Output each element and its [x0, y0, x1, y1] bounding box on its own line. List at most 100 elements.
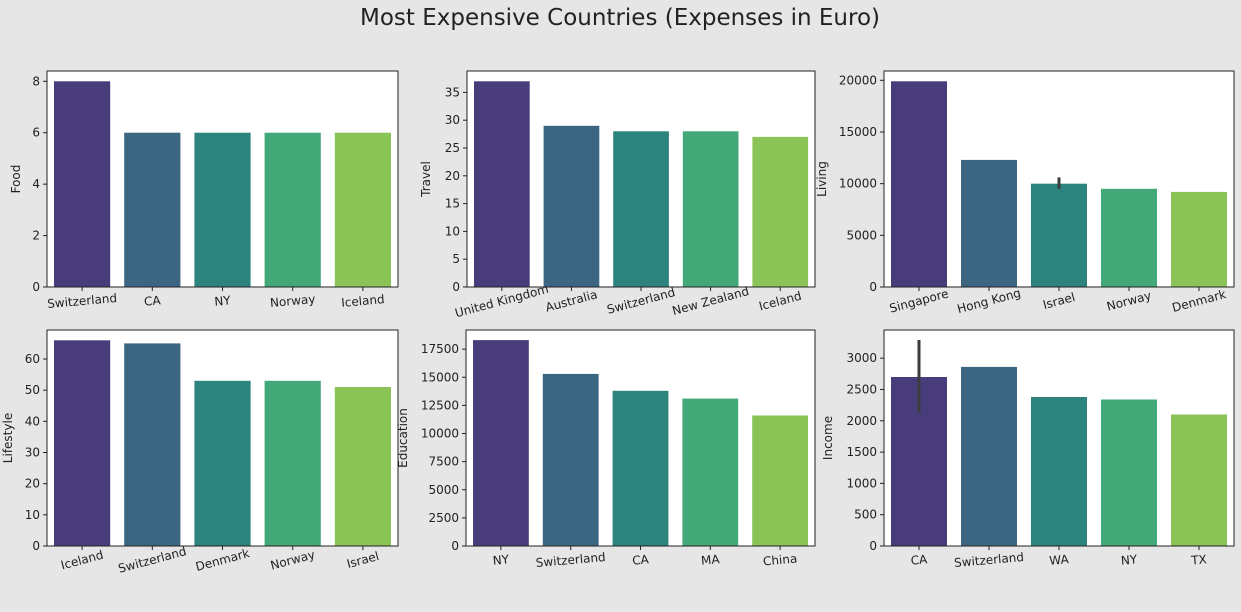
y-axis-label: Food	[9, 165, 23, 194]
axes-frame	[466, 70, 816, 288]
y-tick-label: 40	[25, 414, 40, 428]
y-tick-label: 12500	[421, 398, 459, 412]
x-tick-label: Iceland	[757, 289, 803, 314]
bar	[124, 132, 181, 287]
bar	[1101, 399, 1157, 546]
y-axis-label: Lifestyle	[1, 413, 15, 463]
y-tick-label: 0	[869, 280, 877, 294]
chart-panel-food: Switzerland CA NY Norway Iceland 0 2 4 6 8 Food	[9, 70, 399, 311]
x-tick-label: TX	[1190, 552, 1208, 567]
y-tick-label: 8	[32, 74, 40, 88]
y-tick-label: 20	[25, 477, 40, 491]
x-tick-label: Iceland	[341, 292, 385, 310]
y-tick-label: 500	[854, 508, 877, 522]
y-tick-label: 50	[25, 383, 40, 397]
x-tick-label: WA	[1049, 552, 1070, 568]
y-axis-label: Education	[396, 408, 410, 468]
y-axis-label: Income	[821, 416, 835, 460]
x-tick-label: CA	[143, 293, 162, 308]
y-tick-label: 5000	[428, 483, 459, 497]
y-tick-label: 0	[452, 280, 460, 294]
bar	[682, 398, 739, 546]
x-tick-label: Denmark	[1171, 287, 1228, 315]
bar	[264, 132, 321, 287]
x-tick-label: Israel	[1041, 290, 1076, 312]
bar	[542, 373, 599, 546]
y-tick-label: 10	[445, 224, 460, 238]
y-tick-label: 10	[25, 508, 40, 522]
y-tick-label: 15000	[421, 370, 459, 384]
x-tick-label: Norway	[269, 547, 317, 572]
x-tick-label: Norway	[269, 292, 316, 310]
x-tick-label: NY	[1120, 552, 1138, 567]
y-tick-label: 7500	[428, 455, 459, 469]
bar	[682, 131, 739, 287]
bar	[752, 136, 809, 287]
axes-frame	[883, 329, 1235, 547]
bar	[961, 159, 1017, 287]
chart-panel-living: Singapore Hong Kong Israel Norway Denmark050…	[815, 70, 1235, 316]
x-tick-label: NY	[492, 552, 510, 567]
axes-frame	[46, 70, 399, 288]
y-tick-label: 30	[445, 113, 460, 127]
x-tick-label: Iceland	[59, 548, 105, 573]
y-tick-label: 2	[32, 229, 40, 243]
bar	[612, 390, 669, 547]
y-tick-label: 1000	[846, 476, 877, 490]
y-tick-label: 0	[869, 539, 877, 553]
bar	[752, 415, 808, 546]
y-tick-label: 4	[32, 177, 40, 191]
y-tick-label: 35	[445, 85, 460, 99]
y-tick-label: 10000	[421, 427, 459, 441]
y-tick-label: 15000	[839, 125, 877, 139]
y-tick-label: 25	[445, 141, 460, 155]
x-tick-label: China	[762, 552, 797, 569]
y-tick-label: 5000	[846, 228, 877, 242]
bar	[264, 380, 321, 546]
bar	[1171, 191, 1227, 287]
chart-panel-education: NY Switzerland CA MA China 0 2500 5000 7500 10000…	[396, 329, 816, 570]
y-axis-label: Living	[815, 161, 829, 197]
bar	[54, 81, 111, 287]
chart-panel-lifestyle: Iceland Switzerland Denmark Norway Israel010…	[1, 329, 399, 576]
bar	[124, 343, 181, 546]
bar	[1031, 397, 1087, 546]
y-tick-label: 2000	[846, 414, 877, 428]
y-tick-label: 20	[445, 169, 460, 183]
y-tick-label: 15	[445, 197, 460, 211]
bar	[543, 125, 600, 287]
bar	[473, 340, 529, 546]
y-tick-label: 0	[451, 539, 459, 553]
y-tick-label: 1500	[846, 445, 877, 459]
x-tick-label: Denmark	[194, 546, 251, 574]
y-tick-label: 2500	[846, 382, 877, 396]
bar	[1171, 414, 1227, 546]
x-tick-label: Israel	[345, 549, 380, 571]
bar	[334, 132, 391, 287]
axes-frame	[883, 70, 1235, 288]
y-axis-label: Travel	[419, 161, 433, 198]
bar	[613, 131, 669, 287]
bar	[1031, 183, 1087, 287]
x-tick-label: Switzerland	[47, 291, 118, 311]
chart-panel-income: CA Switzerland WA NY TX 0 500 1000 1500 2000 2500 3…	[821, 329, 1235, 570]
y-tick-label: 17500	[421, 342, 459, 356]
x-tick-label: NY	[214, 293, 232, 308]
axes-frame	[46, 329, 399, 547]
bar	[961, 366, 1017, 546]
bar	[1101, 188, 1157, 287]
bar	[54, 340, 111, 546]
y-tick-label: 60	[25, 352, 40, 366]
x-tick-label: CA	[632, 552, 651, 567]
y-tick-label: 6	[32, 126, 40, 140]
bar	[194, 380, 251, 546]
x-tick-label: Norway	[1105, 288, 1153, 313]
y-tick-label: 5	[452, 252, 460, 266]
bar	[334, 387, 391, 546]
y-tick-label: 20000	[839, 73, 877, 87]
y-tick-label: 3000	[846, 351, 877, 365]
bar	[474, 81, 530, 287]
bar	[194, 132, 251, 287]
